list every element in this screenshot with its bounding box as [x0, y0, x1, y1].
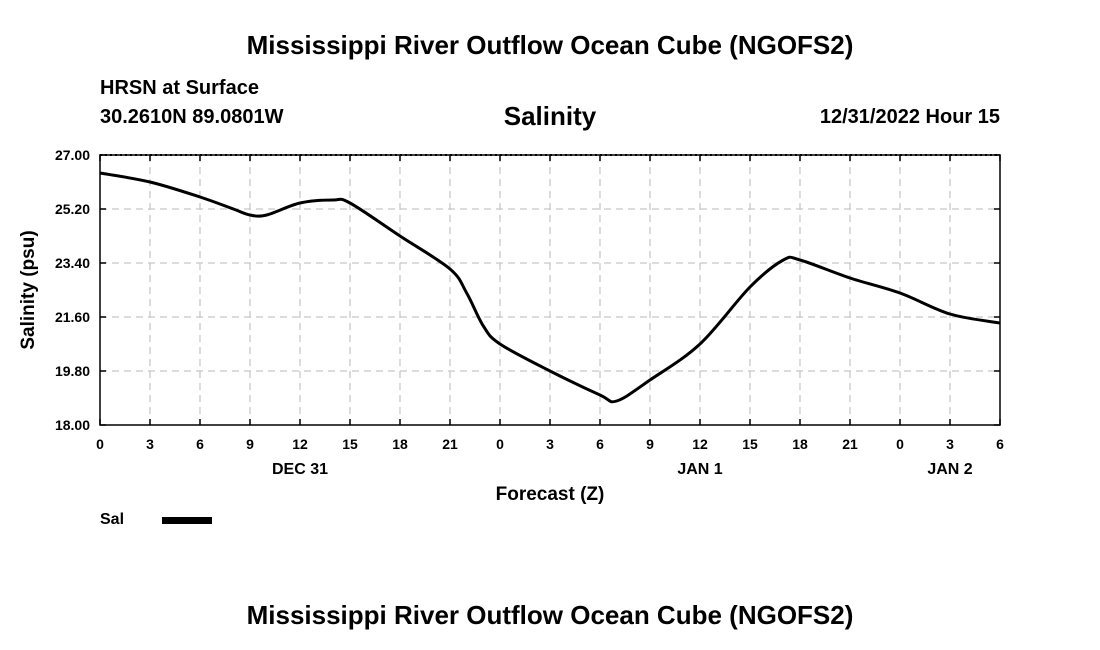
date-label: JAN 1	[677, 461, 722, 478]
y-tick-label: 23.40	[55, 255, 90, 271]
x-tick-label: 0	[496, 436, 504, 452]
x-tick-label: 6	[996, 436, 1004, 452]
x-tick-label: 6	[196, 436, 204, 452]
x-tick-label: 3	[546, 436, 554, 452]
y-tick-label: 18.00	[55, 417, 90, 433]
forecast-datetime: 12/31/2022 Hour 15	[819, 106, 1000, 128]
y-axis-label: Salinity (psu)	[18, 230, 39, 349]
x-tick-label: 15	[742, 436, 758, 452]
series-line-sal	[99, 171, 1001, 404]
station-coordinates: 30.2610N 89.0801W	[100, 106, 284, 128]
x-tick-label: 9	[246, 436, 254, 452]
x-tick-label: 9	[646, 436, 654, 452]
legend-swatch	[162, 517, 212, 524]
date-label: DEC 31	[272, 461, 328, 478]
x-tick-label: 3	[146, 436, 154, 452]
y-tick-label: 19.80	[55, 363, 90, 379]
x-tick-label: 12	[692, 436, 708, 452]
x-tick-label: 21	[442, 436, 458, 452]
y-tick-label: 21.60	[55, 309, 90, 325]
y-tick-label: 27.00	[55, 147, 90, 163]
variable-title: Salinity	[503, 101, 597, 131]
x-tick-label: 3	[946, 436, 954, 452]
y-tick-label: 25.20	[55, 201, 90, 217]
x-tick-label: 0	[96, 436, 104, 452]
x-tick-label: 6	[596, 436, 604, 452]
x-tick-label: 18	[792, 436, 808, 452]
date-label: JAN 2	[927, 461, 972, 478]
chart-main-title: Mississippi River Outflow Ocean Cube (NG…	[246, 30, 854, 60]
footer-title: Mississippi River Outflow Ocean Cube (NG…	[246, 600, 854, 630]
x-tick-label: 15	[342, 436, 358, 452]
x-tick-label: 21	[842, 436, 858, 452]
x-axis-label: Forecast (Z)	[496, 484, 605, 505]
x-tick-label: 0	[896, 436, 904, 452]
x-tick-label: 18	[392, 436, 408, 452]
x-tick-label: 12	[292, 436, 308, 452]
legend-label: Sal	[100, 511, 125, 528]
station-label: HRSN at Surface	[100, 77, 259, 99]
